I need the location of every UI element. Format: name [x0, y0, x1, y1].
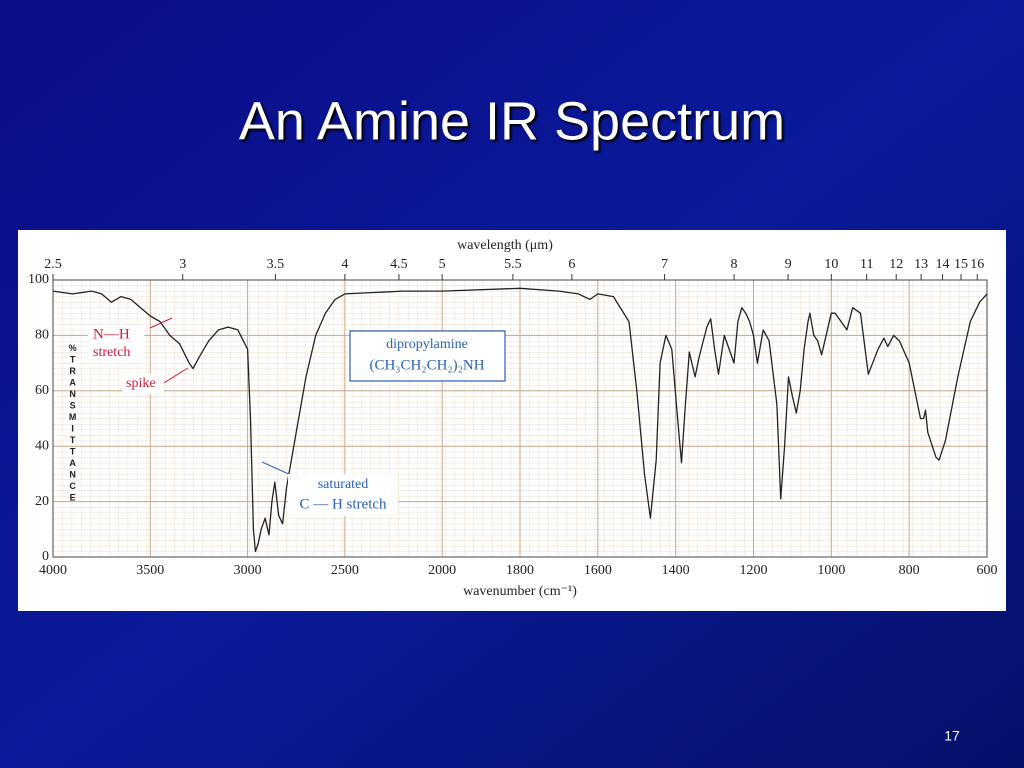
compound-box	[349, 330, 506, 382]
y-tick-label: 20	[35, 494, 49, 509]
annotation: dipropylamine	[386, 337, 468, 352]
x2-tick-label: 6	[568, 257, 575, 272]
x-tick-label: 800	[899, 563, 920, 578]
x2-tick-label: 10	[824, 257, 838, 272]
x-tick-label: 4000	[39, 563, 67, 578]
x-tick-label: 2000	[428, 563, 456, 578]
x2-tick-label: 5	[439, 257, 446, 272]
annotation: saturated	[318, 477, 369, 492]
slide-title: An Amine IR Spectrum	[239, 91, 785, 151]
y-tick-label: 60	[35, 383, 49, 398]
x2-tick-label: 4.5	[390, 257, 408, 272]
label-bg	[122, 374, 164, 394]
leader	[161, 367, 189, 385]
annotation: stretch	[93, 345, 130, 360]
x2-tick-label: 15	[954, 257, 968, 272]
chart: 0 20 40 60 80 100 4000 3500 3000 2500 2000 1800 1600…	[28, 238, 998, 599]
x-tick-label: 2500	[331, 563, 359, 578]
annotation: C — H stretch	[299, 496, 387, 512]
label-bg	[288, 474, 398, 516]
x2-tick-label: 3.5	[267, 257, 285, 272]
x2-tick-label: 12	[889, 257, 903, 272]
x2-tick-label: 7	[661, 257, 668, 272]
x-tick-label: 1000	[817, 563, 845, 578]
spectrum-line	[52, 287, 988, 553]
x2-tick-label: 9	[785, 257, 792, 272]
annotation: spike	[126, 376, 156, 391]
label-bg	[88, 325, 144, 363]
x-tick-label: 1400	[662, 563, 690, 578]
x-tick-label: 3500	[136, 563, 164, 578]
x2-tick-label: 8	[731, 257, 738, 272]
annotation: N—H	[93, 326, 130, 342]
page-number: 17	[944, 728, 960, 744]
x2-axis-label: wavelength (μm)	[457, 238, 553, 253]
x-tick-label: 600	[977, 563, 998, 578]
x2-tick-label: 13	[914, 257, 928, 272]
y-tick-label: 100	[28, 272, 49, 287]
plot-frame	[52, 279, 988, 558]
x2-tick-label: 2.5	[44, 257, 62, 272]
y-tick-label: 0	[42, 549, 49, 564]
x2-tick-label: 4	[341, 257, 348, 272]
x-tick-label: 3000	[234, 563, 262, 578]
x-tick-label: 1600	[584, 563, 612, 578]
y-tick-label: 40	[35, 438, 49, 453]
x2-tick-label: 16	[970, 257, 984, 272]
x2-tick-label: 3	[179, 257, 186, 272]
x-tick-label: 1800	[506, 563, 534, 578]
leader	[149, 317, 173, 329]
x2-tick-label: 5.5	[504, 257, 522, 272]
annotation: (CH₃CH₂CH₂)₂NH	[369, 357, 484, 373]
y-axis-label: %TRANSMITTANCE	[68, 343, 78, 504]
x-tick-label: 1200	[740, 563, 768, 578]
x2-tick-label: 14	[936, 257, 950, 272]
x2-tick-label: 11	[860, 257, 873, 272]
y-tick-label: 80	[35, 328, 49, 343]
x-axis-label: wavenumber (cm⁻¹)	[463, 584, 577, 599]
